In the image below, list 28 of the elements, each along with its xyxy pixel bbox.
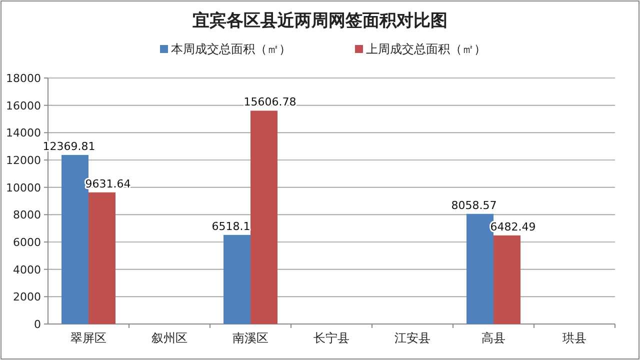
legend-label: 本周成交总面积（㎡） bbox=[171, 42, 291, 56]
x-tick-label: 高县 bbox=[482, 331, 506, 345]
y-tick-label: 12000 bbox=[6, 154, 41, 167]
data-label: 12369.81 bbox=[42, 140, 96, 153]
bar bbox=[224, 234, 250, 324]
y-tick-label: 2000 bbox=[13, 290, 41, 304]
y-tick-label: 14000 bbox=[6, 126, 41, 140]
x-tick-label: 珙县 bbox=[562, 331, 586, 345]
x-tick-label: 翠屏区 bbox=[70, 331, 106, 345]
data-label: 6518.1 bbox=[212, 220, 250, 233]
data-label: 8058.57 bbox=[451, 198, 497, 212]
x-tick-label: 长宁县 bbox=[314, 331, 350, 345]
bar bbox=[494, 235, 520, 324]
bar bbox=[88, 192, 116, 324]
x-tick-label: 叙州区 bbox=[152, 331, 188, 345]
legend-label: 上周成交总面积（㎡） bbox=[366, 42, 486, 56]
y-tick-label: 6000 bbox=[13, 236, 41, 249]
data-label: 15606.78 bbox=[244, 96, 296, 109]
y-tick-label: 18000 bbox=[6, 72, 41, 85]
y-tick-label: 0 bbox=[34, 318, 41, 331]
y-tick-label: 10000 bbox=[6, 181, 41, 194]
x-tick-label: 江安县 bbox=[394, 331, 430, 345]
y-tick-label: 4000 bbox=[13, 263, 41, 276]
y-tick-label: 8000 bbox=[13, 208, 41, 222]
title: 宜宾各区县近两周网签面积对比图 bbox=[192, 11, 448, 31]
x-tick-label: 南溪区 bbox=[232, 331, 268, 345]
y-tick-label: 16000 bbox=[6, 99, 41, 112]
bar bbox=[250, 110, 278, 324]
